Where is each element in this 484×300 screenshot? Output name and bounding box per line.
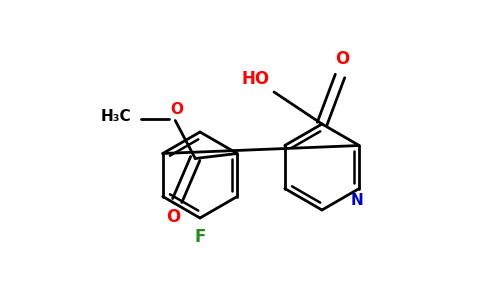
Text: O: O [166, 208, 181, 226]
Text: F: F [194, 228, 206, 246]
Text: O: O [335, 50, 349, 68]
Text: H₃C: H₃C [101, 109, 131, 124]
Text: O: O [171, 101, 184, 116]
Text: HO: HO [242, 70, 270, 88]
Text: N: N [351, 193, 363, 208]
